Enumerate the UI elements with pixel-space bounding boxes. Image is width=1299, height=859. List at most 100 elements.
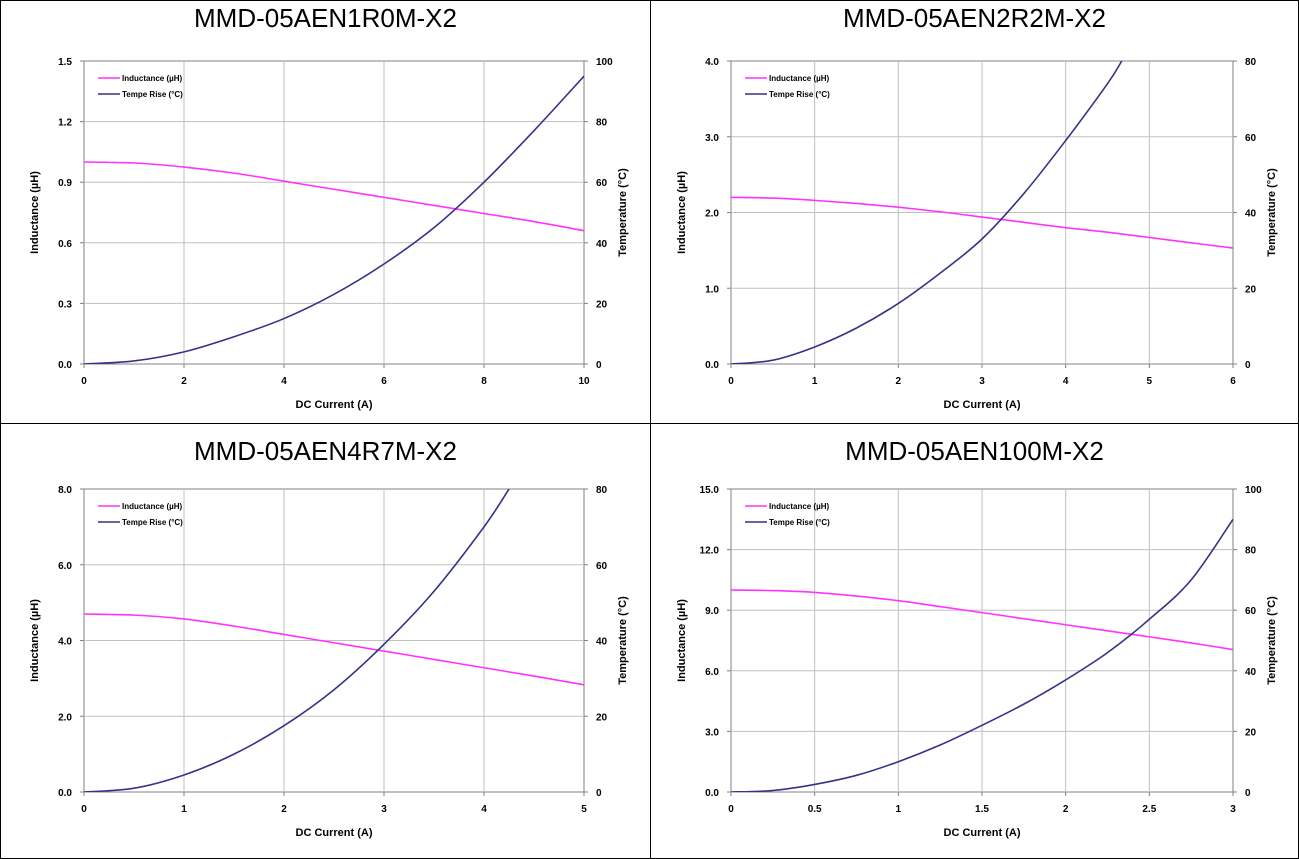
y-tick-label: 0.6 [58, 239, 72, 250]
y-axis-label: Inductance (µH) [676, 171, 688, 254]
y2-tick-label: 60 [1245, 606, 1257, 617]
x-tick-label: 0.5 [808, 804, 822, 815]
y2-tick-label: 80 [1245, 57, 1257, 68]
y2-tick-label: 0 [596, 360, 602, 371]
x-tick-label: 6 [1230, 376, 1236, 387]
x-tick-label: 5 [1147, 376, 1153, 387]
y-tick-label: 1.0 [705, 284, 719, 295]
y-tick-label: 0.0 [705, 788, 719, 799]
temperature-series-line [731, 518, 1233, 792]
y-tick-label: 1.2 [58, 118, 72, 129]
y-tick-label: 6.0 [705, 667, 719, 678]
x-tick-label: 3 [381, 804, 387, 815]
y2-tick-label: 60 [596, 178, 608, 189]
inductance-series-line [84, 161, 584, 232]
y2-tick-label: 60 [1245, 133, 1257, 144]
x-axis-label: DC Current (A) [944, 399, 1021, 411]
x-tick-label: 3 [1230, 804, 1236, 815]
y2-tick-label: 60 [596, 561, 608, 572]
y-tick-label: 0.3 [58, 299, 72, 310]
x-tick-label: 2 [896, 376, 902, 387]
y2-axis-label: Temperature (°C) [617, 596, 629, 685]
x-tick-label: 2 [181, 376, 187, 387]
inductance-series-line [731, 196, 1233, 249]
y2-tick-label: 0 [1245, 788, 1251, 799]
x-tick-label: 4 [1063, 376, 1069, 387]
chart-cell-1: MMD-05AEN1R0M-X2 0 2 4 6 8 10 0.0 0.3 0.6 0.9 1.2 1… [0, 0, 651, 424]
y2-axis-label: Temperature (°C) [1266, 596, 1278, 685]
x-tick-label: 0 [728, 376, 734, 387]
y-tick-label: 0.0 [705, 360, 719, 371]
y2-tick-label: 20 [596, 712, 608, 723]
x-tick-label: 2.5 [1142, 804, 1156, 815]
chart-3: 0 1 2 3 4 5 0.0 2.0 4.0 6.0 8.0 0 20 40 60 80 DC Current… [29, 485, 629, 839]
x-tick-label: 1 [896, 804, 902, 815]
x-tick-label: 0 [81, 804, 87, 815]
x-tick-label: 8 [481, 376, 487, 387]
inductance-series-line [731, 589, 1233, 651]
y-tick-label: 0.0 [58, 360, 72, 371]
y-tick-label: 0.0 [58, 788, 72, 799]
y-tick-label: 3.0 [705, 727, 719, 738]
x-tick-label: 1 [181, 804, 187, 815]
y-axis-label: Inductance (µH) [29, 171, 41, 254]
chart-cell-4: MMD-05AEN100M-X2 0 0.5 1 1.5 2 2.5 3 0.0 3.0 6.0 9… [650, 423, 1299, 859]
legend-label: Tempe Rise (°C) [122, 90, 183, 99]
temperature-series-line [731, 61, 1123, 364]
y2-axis-label: Temperature (°C) [617, 168, 629, 257]
x-tick-label: 4 [481, 804, 487, 815]
y-tick-label: 2.0 [705, 209, 719, 220]
legend-label: Inductance (µH) [769, 502, 830, 511]
chart-title: MMD-05AEN4R7M-X2 [194, 436, 457, 466]
y2-tick-label: 80 [1245, 546, 1257, 557]
y-tick-label: 12.0 [700, 546, 720, 557]
y2-tick-label: 100 [596, 57, 613, 68]
y2-tick-label: 20 [596, 299, 608, 310]
chart-title: MMD-05AEN2R2M-X2 [843, 3, 1106, 33]
y2-tick-label: 80 [596, 118, 608, 129]
x-axis-label: DC Current (A) [296, 827, 373, 839]
x-tick-label: 6 [381, 376, 387, 387]
y-tick-label: 1.5 [58, 57, 72, 68]
chart-title: MMD-05AEN100M-X2 [845, 436, 1104, 466]
y-tick-label: 3.0 [705, 133, 719, 144]
y-tick-label: 6.0 [58, 561, 72, 572]
x-axis-label: DC Current (A) [944, 827, 1021, 839]
x-tick-label: 3 [979, 376, 985, 387]
y2-tick-label: 0 [596, 788, 602, 799]
chart-title: MMD-05AEN1R0M-X2 [194, 3, 457, 33]
y-tick-label: 15.0 [700, 485, 720, 496]
plot-area [83, 60, 585, 365]
y2-tick-label: 40 [596, 239, 608, 250]
legend-label: Tempe Rise (°C) [769, 518, 830, 527]
legend-label: Inductance (µH) [122, 74, 183, 83]
y2-tick-label: 40 [1245, 667, 1257, 678]
y-tick-label: 0.9 [58, 178, 72, 189]
x-tick-label: 4 [281, 376, 287, 387]
y2-tick-label: 0 [1245, 360, 1251, 371]
y2-tick-label: 80 [596, 485, 608, 496]
x-tick-label: 2 [281, 804, 287, 815]
y-axis-label: Inductance (µH) [676, 599, 688, 682]
y-tick-label: 8.0 [58, 485, 72, 496]
chart-4: 0 0.5 1 1.5 2 2.5 3 0.0 3.0 6.0 9.0 12.0 15.0 0 20 40 60… [676, 485, 1278, 839]
y-axis-label: Inductance (µH) [29, 599, 41, 682]
y2-tick-label: 40 [1245, 209, 1257, 220]
temperature-series-line [84, 489, 510, 792]
chart-1: 0 2 4 6 8 10 0.0 0.3 0.6 0.9 1.2 1.5 0 20 40 60 80 100 DC … [29, 57, 629, 411]
y-tick-label: 4.0 [58, 637, 72, 648]
y2-tick-label: 20 [1245, 284, 1257, 295]
x-axis-label: DC Current (A) [296, 399, 373, 411]
inductance-series-line [84, 613, 584, 686]
x-tick-label: 10 [578, 376, 590, 387]
x-tick-label: 5 [581, 804, 587, 815]
x-tick-label: 0 [81, 376, 87, 387]
y2-tick-label: 20 [1245, 727, 1257, 738]
y2-tick-label: 40 [596, 637, 608, 648]
chart-cell-3: MMD-05AEN4R7M-X2 0 1 2 3 4 5 0.0 2.0 4.0 6.0 8.0 0 2… [0, 423, 651, 859]
legend-label: Inductance (µH) [769, 74, 830, 83]
temperature-series-line [84, 75, 584, 364]
legend-label: Tempe Rise (°C) [769, 90, 830, 99]
y-tick-label: 9.0 [705, 606, 719, 617]
